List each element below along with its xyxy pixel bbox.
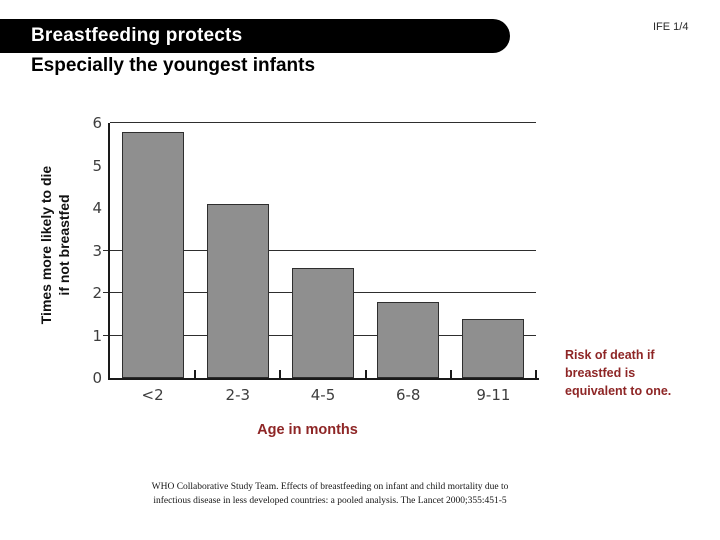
bar-9-11: [462, 318, 525, 378]
gridline: [110, 249, 536, 251]
x-axis-title: Age in months: [257, 422, 358, 438]
slide-code: IFE 1/4: [653, 21, 689, 33]
x-tick: [194, 370, 197, 378]
y-tick-label: 0: [92, 369, 102, 387]
x-category-label: 6-8: [395, 386, 421, 404]
citation-line2: infectious disease in less developed cou…: [153, 495, 507, 506]
gridline: [110, 122, 536, 123]
slide-subtitle: Especially the youngest infants: [31, 55, 316, 76]
x-category-label: 9-11: [476, 386, 511, 404]
bar-2-3: [206, 203, 269, 378]
x-category-label: 2-3: [225, 386, 251, 404]
y-tick-label: 1: [92, 326, 102, 345]
bar-4-5: [292, 267, 354, 378]
y-tick-label: 6: [92, 114, 102, 132]
title-banner: Breastfeeding protects: [0, 19, 510, 53]
citation: WHO Collaborative Study Team. Effects of…: [97, 481, 563, 508]
y-tick: [103, 249, 110, 251]
bar-6-8: [377, 301, 440, 378]
y-tick-label: 5: [92, 156, 102, 175]
x-category-label: 4-5: [310, 386, 336, 404]
x-tick: [535, 370, 537, 378]
x-axis-line: [108, 378, 539, 380]
y-tick: [103, 292, 110, 293]
annotation-text: Risk of death if breastfed is equivalent…: [565, 348, 672, 398]
y-tick-label: 2: [92, 284, 102, 302]
y-axis-line: [108, 123, 110, 380]
bar-<2: [121, 131, 184, 378]
x-tick: [449, 370, 452, 378]
slide-title: Breastfeeding protects: [31, 25, 243, 46]
citation-line1: WHO Collaborative Study Team. Effects of…: [151, 482, 509, 492]
x-tick: [364, 370, 367, 378]
x-category-label: <2: [141, 386, 164, 404]
x-tick: [279, 370, 282, 378]
y-tick-label: 4: [92, 199, 102, 217]
y-tick-label: 3: [92, 241, 102, 260]
y-tick: [103, 334, 110, 336]
